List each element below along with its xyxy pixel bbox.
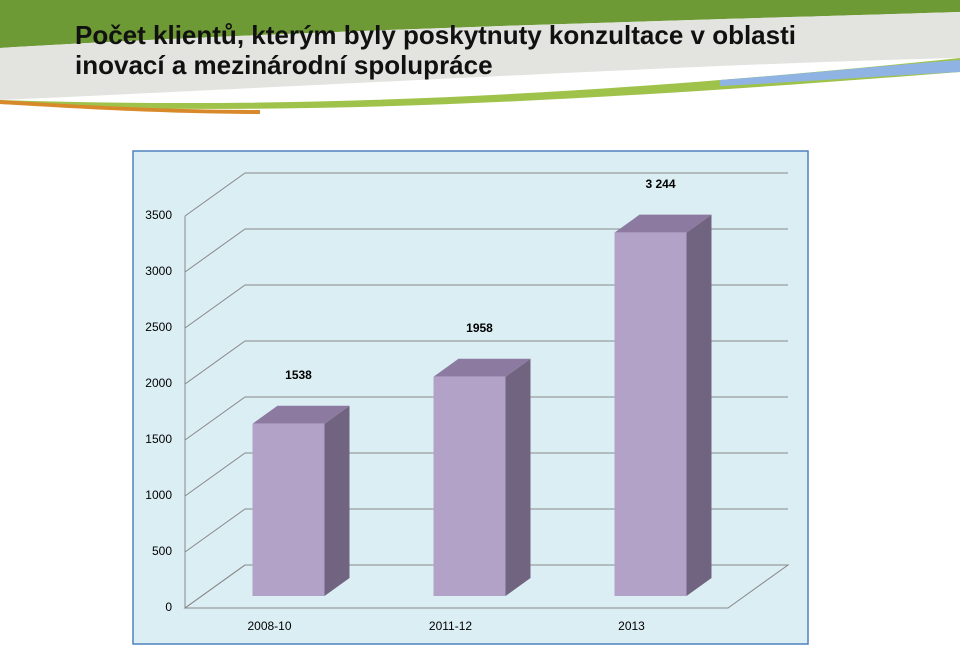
x-tick-label: 2013 xyxy=(618,619,645,633)
y-tick-label: 3500 xyxy=(145,208,172,222)
grid-line xyxy=(184,396,788,441)
x-tick-label: 2008-10 xyxy=(247,619,291,633)
bar xyxy=(614,232,687,596)
y-tick-label: 500 xyxy=(152,544,172,558)
y-tick-label: 3000 xyxy=(145,264,172,278)
bar-side xyxy=(505,358,531,596)
slide-title: Počet klientů, kterým byly poskytnuty ko… xyxy=(75,20,796,80)
data-label: 1958 xyxy=(466,321,493,335)
grid-line xyxy=(184,452,788,497)
grid-line xyxy=(184,564,788,609)
y-tick-label: 1500 xyxy=(145,432,172,446)
bar xyxy=(433,376,506,596)
data-label: 1538 xyxy=(285,368,312,382)
data-label: 3 244 xyxy=(645,177,675,191)
bar-top xyxy=(433,358,531,377)
header-band-gray xyxy=(0,12,960,100)
grid-line xyxy=(184,508,788,553)
grid-line xyxy=(184,228,788,273)
grid-line xyxy=(184,284,788,329)
y-tick-label: 0 xyxy=(165,600,172,614)
bar-side xyxy=(324,405,350,596)
bar xyxy=(252,423,325,596)
grid-line xyxy=(184,172,788,217)
y-tick-label: 1000 xyxy=(145,488,172,502)
header-swoosh xyxy=(0,58,960,109)
bar-top xyxy=(614,214,712,233)
header-swoosh-blue xyxy=(720,60,960,86)
y-tick-label: 2500 xyxy=(145,320,172,334)
header-swoosh-orange xyxy=(0,100,260,114)
header-band xyxy=(0,0,960,48)
bar-top xyxy=(252,405,350,424)
bar-side xyxy=(686,214,712,596)
grid-line xyxy=(184,340,788,385)
x-tick-label: 2011-12 xyxy=(429,619,472,633)
y-tick-label: 2000 xyxy=(145,376,172,390)
